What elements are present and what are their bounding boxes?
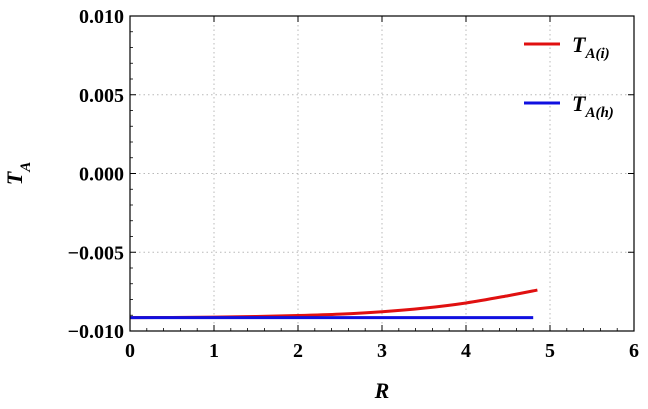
tick-layer: 0 1 2 3 4 5 6 0.010 0.005 0.000 −0.005 −0.010 bbox=[68, 6, 639, 362]
y-axis-label-base: T bbox=[2, 170, 27, 185]
legend-label: TA(i) bbox=[572, 32, 610, 62]
y-tick-label: 0.000 bbox=[79, 164, 124, 186]
x-tick-label: 5 bbox=[545, 340, 555, 362]
x-tick-label: 6 bbox=[629, 340, 639, 362]
series-line-ta-i bbox=[129, 288, 538, 320]
legend-label-base: T bbox=[572, 91, 587, 116]
x-tick-label: 0 bbox=[125, 340, 135, 362]
y-tick-label: −0.010 bbox=[68, 321, 124, 343]
y-tick-label: 0.010 bbox=[79, 6, 124, 28]
legend-label-sub: A(h) bbox=[584, 105, 613, 121]
grid bbox=[130, 16, 634, 331]
legend: TA(i)TA(h) bbox=[524, 32, 614, 121]
y-axis-label-sub: A bbox=[18, 162, 34, 173]
series-layer bbox=[129, 288, 538, 320]
y-tick-label: 0.005 bbox=[79, 85, 124, 107]
x-tick-label: 4 bbox=[461, 340, 471, 362]
x-tick-label: 2 bbox=[293, 340, 303, 362]
legend-label: TA(h) bbox=[572, 91, 614, 121]
x-tick-label: 3 bbox=[377, 340, 387, 362]
y-axis-label: TA bbox=[2, 162, 34, 185]
y-tick-label: −0.005 bbox=[68, 242, 124, 264]
x-tick-label: 1 bbox=[209, 340, 219, 362]
legend-label-base: T bbox=[572, 32, 587, 57]
legend-label-sub: A(i) bbox=[584, 46, 609, 62]
x-axis-label: R bbox=[374, 378, 390, 403]
